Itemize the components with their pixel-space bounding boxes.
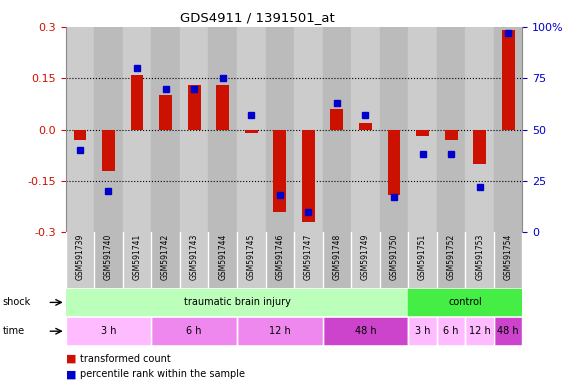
Text: GSM591743: GSM591743	[190, 234, 199, 280]
Bar	[351, 27, 380, 232]
Bar	[237, 27, 266, 232]
Bar	[494, 318, 522, 344]
Bar	[416, 130, 429, 136]
Text: 48 h: 48 h	[497, 326, 519, 336]
Text: transformed count: transformed count	[80, 354, 171, 364]
Bar	[237, 232, 266, 288]
Bar	[445, 130, 457, 140]
Bar	[94, 27, 123, 232]
Bar	[66, 232, 94, 288]
Text: GSM591751: GSM591751	[418, 234, 427, 280]
Bar	[437, 27, 465, 232]
Text: GSM591748: GSM591748	[332, 234, 341, 280]
Bar	[66, 27, 94, 232]
Text: GSM591749: GSM591749	[361, 234, 370, 280]
Bar	[359, 123, 372, 130]
Bar	[294, 232, 323, 288]
Bar	[123, 232, 151, 288]
Bar	[388, 130, 400, 195]
Bar	[408, 290, 522, 315]
Bar	[502, 30, 514, 130]
Bar	[274, 130, 286, 212]
Bar	[151, 27, 180, 232]
Text: GSM591742: GSM591742	[161, 234, 170, 280]
Text: GSM591744: GSM591744	[218, 234, 227, 280]
Text: GSM591753: GSM591753	[475, 234, 484, 280]
Text: 6 h: 6 h	[186, 326, 202, 336]
Bar	[245, 130, 258, 133]
Text: 48 h: 48 h	[355, 326, 376, 336]
Bar	[66, 318, 151, 344]
Bar	[473, 130, 486, 164]
Text: 6 h: 6 h	[443, 326, 459, 336]
Bar	[151, 232, 180, 288]
Text: GSM591740: GSM591740	[104, 234, 113, 280]
Bar	[408, 232, 437, 288]
Text: 3 h: 3 h	[100, 326, 116, 336]
Text: GDS4911 / 1391501_at: GDS4911 / 1391501_at	[179, 12, 335, 25]
Bar	[151, 318, 237, 344]
Bar	[123, 27, 151, 232]
Bar	[266, 232, 294, 288]
Bar	[74, 130, 86, 140]
Text: GSM591741: GSM591741	[132, 234, 142, 280]
Bar	[302, 130, 315, 222]
Bar	[66, 290, 408, 315]
Text: shock: shock	[3, 297, 31, 308]
Bar	[437, 318, 465, 344]
Bar	[159, 95, 172, 130]
Text: 3 h: 3 h	[415, 326, 431, 336]
Bar	[331, 109, 343, 130]
Bar	[437, 232, 465, 288]
Text: ■: ■	[66, 354, 80, 364]
Bar	[266, 27, 294, 232]
Text: GSM591746: GSM591746	[275, 234, 284, 280]
Bar	[465, 27, 494, 232]
Bar	[188, 85, 200, 130]
Bar	[180, 232, 208, 288]
Text: GSM591750: GSM591750	[389, 234, 399, 280]
Text: 12 h: 12 h	[469, 326, 490, 336]
Text: GSM591754: GSM591754	[504, 234, 513, 280]
Bar	[131, 75, 143, 130]
Bar	[494, 232, 522, 288]
Bar	[180, 27, 208, 232]
Bar	[351, 232, 380, 288]
Bar	[237, 318, 323, 344]
Bar	[323, 27, 351, 232]
Text: time: time	[3, 326, 25, 336]
Text: control: control	[448, 297, 482, 308]
Bar	[323, 318, 408, 344]
Text: GSM591747: GSM591747	[304, 234, 313, 280]
Bar	[102, 130, 115, 170]
Bar	[465, 232, 494, 288]
Text: percentile rank within the sample: percentile rank within the sample	[80, 369, 245, 379]
Bar	[94, 232, 123, 288]
Bar	[208, 232, 237, 288]
Bar	[408, 27, 437, 232]
Bar	[208, 27, 237, 232]
Bar	[323, 232, 351, 288]
Bar	[408, 318, 437, 344]
Text: GSM591752: GSM591752	[447, 234, 456, 280]
Text: GSM591745: GSM591745	[247, 234, 256, 280]
Bar	[380, 232, 408, 288]
Text: traumatic brain injury: traumatic brain injury	[183, 297, 291, 308]
Bar	[465, 318, 494, 344]
Bar	[494, 27, 522, 232]
Bar	[216, 85, 229, 130]
Bar	[380, 27, 408, 232]
Text: ■: ■	[66, 369, 80, 379]
Text: GSM591739: GSM591739	[75, 234, 85, 280]
Bar	[294, 27, 323, 232]
Text: 12 h: 12 h	[269, 326, 291, 336]
